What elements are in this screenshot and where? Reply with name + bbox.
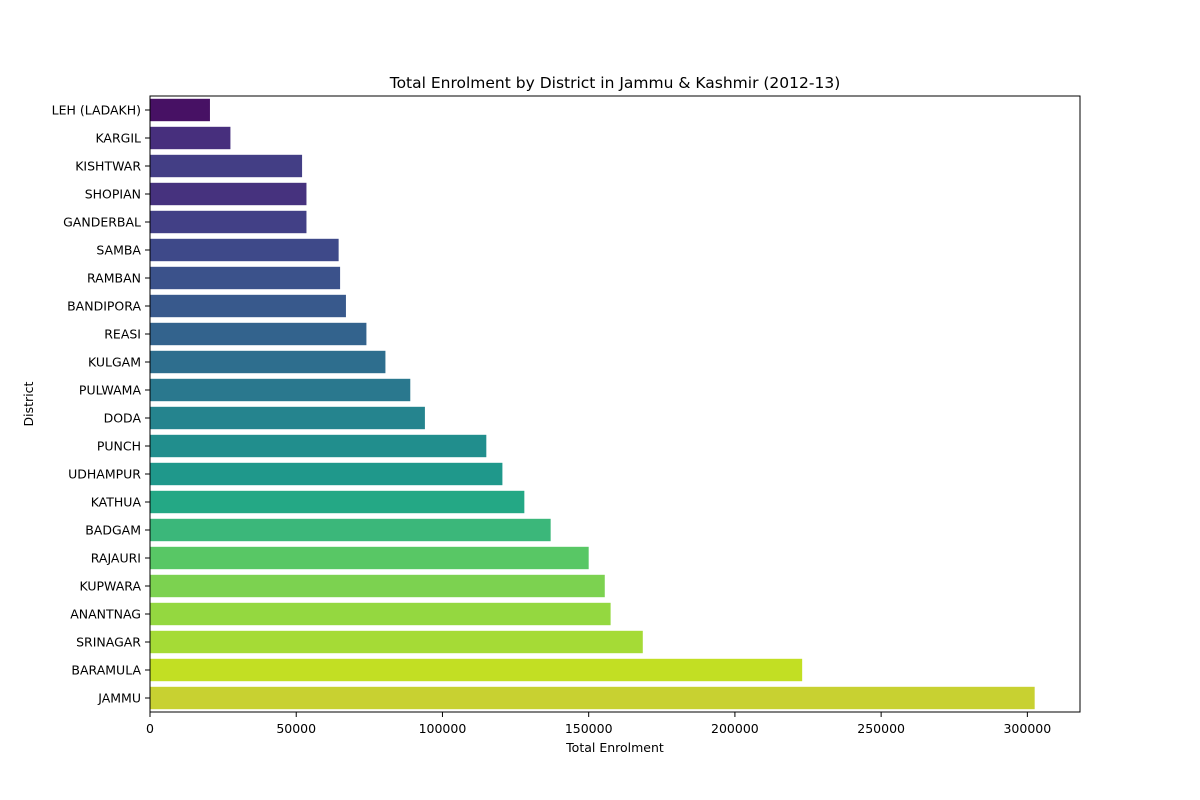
- bar-6: [150, 266, 341, 290]
- bar-5: [150, 238, 339, 262]
- y-tick-label: RAMBAN: [87, 271, 141, 286]
- bar-18: [150, 602, 611, 626]
- x-tick-label: 300000: [1003, 721, 1051, 736]
- y-tick-label: SAMBA: [96, 243, 141, 258]
- y-tick-label: KATHUA: [91, 495, 142, 510]
- y-tick-label: KARGIL: [95, 131, 141, 146]
- x-tick-label: 200000: [711, 721, 759, 736]
- y-tick-label: UDHAMPUR: [68, 467, 141, 482]
- y-tick-label: SRINAGAR: [76, 635, 141, 650]
- bar-19: [150, 630, 643, 654]
- x-tick-label: 100000: [419, 721, 467, 736]
- bars-group: [150, 98, 1035, 710]
- y-tick-label: REASI: [104, 327, 141, 342]
- y-tick-label: BARAMULA: [71, 663, 141, 678]
- y-tick-labels: LEH (LADAKH) KARGIL KISHTWAR SHOPIAN GANDERB…: [52, 103, 150, 706]
- y-tick-label: DODA: [104, 411, 142, 426]
- y-tick-label: PUNCH: [97, 439, 141, 454]
- y-tick-label: ANANTNAG: [70, 607, 141, 622]
- x-tick-label: 150000: [565, 721, 613, 736]
- x-tick-label: 0: [146, 721, 154, 736]
- y-tick-label: BADGAM: [85, 523, 141, 538]
- bar-14: [150, 490, 525, 514]
- bar-7: [150, 294, 346, 318]
- x-ticks: 0 50000 100000 150000 200000 250000 300000: [146, 712, 1051, 736]
- bar-16: [150, 546, 589, 570]
- chart-title: Total Enrolment by District in Jammu & K…: [389, 74, 841, 92]
- bar-21: [150, 686, 1035, 710]
- y-axis-title: District: [21, 381, 36, 426]
- y-tick-label: LEH (LADAKH): [52, 103, 141, 118]
- bar-13: [150, 462, 503, 486]
- y-tick-label: KISHTWAR: [75, 159, 141, 174]
- bar-2: [150, 154, 303, 178]
- y-tick-label: JAMMU: [97, 691, 141, 706]
- y-tick-label: RAJAURI: [91, 551, 141, 566]
- bar-20: [150, 658, 803, 682]
- bar-4: [150, 210, 307, 234]
- bar-9: [150, 350, 386, 374]
- x-tick-label: 50000: [276, 721, 316, 736]
- bar-0: [150, 98, 210, 122]
- y-tick-label: KULGAM: [88, 355, 141, 370]
- plot-frame: [149, 95, 1081, 713]
- x-axis-title: Total Enrolment: [565, 740, 664, 755]
- bar-3: [150, 182, 307, 206]
- y-tick-label: BANDIPORA: [67, 299, 141, 314]
- y-tick-label: SHOPIAN: [85, 187, 141, 202]
- x-tick-label: 250000: [857, 721, 905, 736]
- bar-8: [150, 322, 367, 346]
- bar-11: [150, 406, 425, 430]
- bar-12: [150, 434, 487, 458]
- bar-15: [150, 518, 551, 542]
- bar-1: [150, 126, 231, 150]
- bar-17: [150, 574, 605, 598]
- y-tick-label: GANDERBAL: [63, 215, 141, 230]
- bar-10: [150, 378, 411, 402]
- y-tick-label: PULWAMA: [79, 383, 142, 398]
- y-tick-label: KUPWARA: [79, 579, 141, 594]
